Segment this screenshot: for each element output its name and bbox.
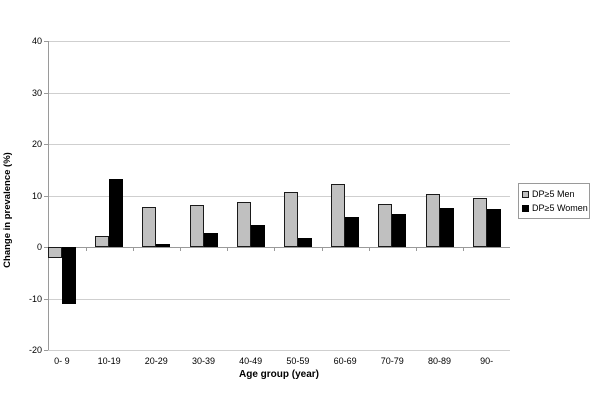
y-tick-label: 0 xyxy=(36,242,42,252)
plot-area: -20 -10 0 10 20 30 40 0- 9 10-19 20-29 30-39 40-49 5… xyxy=(29,36,510,366)
y-tick-label: 20 xyxy=(31,139,42,149)
bar-women-2 xyxy=(156,244,171,247)
bar-men-6 xyxy=(331,183,346,247)
legend-marker-men xyxy=(522,190,529,198)
y-gridline xyxy=(48,144,510,145)
bar-men-0 xyxy=(47,247,62,258)
x-axis-tick xyxy=(227,247,229,251)
x-axis-tick xyxy=(368,247,370,251)
bar-women-9 xyxy=(486,209,501,247)
bar-men-9 xyxy=(472,198,487,247)
bar-women-3 xyxy=(203,232,218,247)
y-tick-label: -20 xyxy=(28,345,42,355)
x-axis-tick xyxy=(132,247,134,251)
y-tick-label: 40 xyxy=(31,36,42,46)
bar-men-3 xyxy=(189,204,204,247)
bar-men-7 xyxy=(378,203,393,247)
legend-label: DP≥5 Women xyxy=(532,203,588,213)
y-tick-label: 10 xyxy=(31,190,42,201)
x-category-label: 80-89 xyxy=(427,356,452,366)
bar-men-8 xyxy=(425,194,440,247)
bar-women-5 xyxy=(297,237,312,247)
x-category-label: 70-79 xyxy=(380,356,404,366)
legend-marker-women xyxy=(522,204,529,212)
x-category-label: 50-59 xyxy=(286,356,310,366)
x-axis-tick xyxy=(85,247,87,251)
y-gridline xyxy=(48,298,510,300)
y-tick-label: -10 xyxy=(28,293,42,304)
y-gridline xyxy=(48,350,510,351)
y-axis-tick xyxy=(44,195,48,197)
x-axis-title: Age group (year) xyxy=(238,369,319,380)
bar-women-8 xyxy=(439,207,454,247)
x-category-label: 90- xyxy=(480,356,494,366)
y-axis-tick xyxy=(44,92,48,94)
bar-men-4 xyxy=(236,201,251,247)
x-axis-tick xyxy=(179,247,181,251)
y-gridline xyxy=(48,41,510,42)
legend-entry-women: DP≥5 Women xyxy=(522,201,588,215)
bar-men-2 xyxy=(142,207,157,247)
x-axis-tick xyxy=(321,247,323,251)
legend-label: DP≥5 Men xyxy=(532,189,575,199)
y-axis-tick xyxy=(44,247,48,248)
y-tick-label: 30 xyxy=(31,87,42,98)
x-axis-tick xyxy=(463,247,465,251)
x-category-label: 40-49 xyxy=(239,356,263,366)
y-gridline xyxy=(48,92,510,94)
x-category-label: 30-39 xyxy=(191,356,216,366)
y-axis-tick xyxy=(44,144,48,145)
x-axis-tick xyxy=(415,247,417,251)
bar-women-1 xyxy=(109,178,124,247)
x-category-label: 20-29 xyxy=(144,356,168,366)
bar-women-7 xyxy=(392,213,407,247)
y-gridline xyxy=(48,195,510,197)
bar-men-5 xyxy=(283,191,298,247)
x-category-label: 10-19 xyxy=(97,356,121,366)
y-gridline xyxy=(48,247,510,248)
legend-entry-men: DP≥5 Men xyxy=(522,187,586,201)
x-category-label: 0- 9 xyxy=(54,356,70,366)
y-axis-title: Change in prevalence (%) xyxy=(2,152,13,268)
legend: DP≥5 Men DP≥5 Women xyxy=(518,183,590,219)
bar-women-6 xyxy=(345,217,360,247)
y-axis-tick xyxy=(44,350,48,351)
y-axis-tick xyxy=(44,41,48,42)
bar-men-1 xyxy=(95,236,110,247)
bar-women-0 xyxy=(61,247,76,304)
y-axis-line xyxy=(48,41,49,350)
y-axis-tick xyxy=(44,298,48,300)
x-axis-tick xyxy=(274,247,276,251)
bar-women-4 xyxy=(250,225,265,247)
x-category-label: 60-69 xyxy=(333,356,357,366)
